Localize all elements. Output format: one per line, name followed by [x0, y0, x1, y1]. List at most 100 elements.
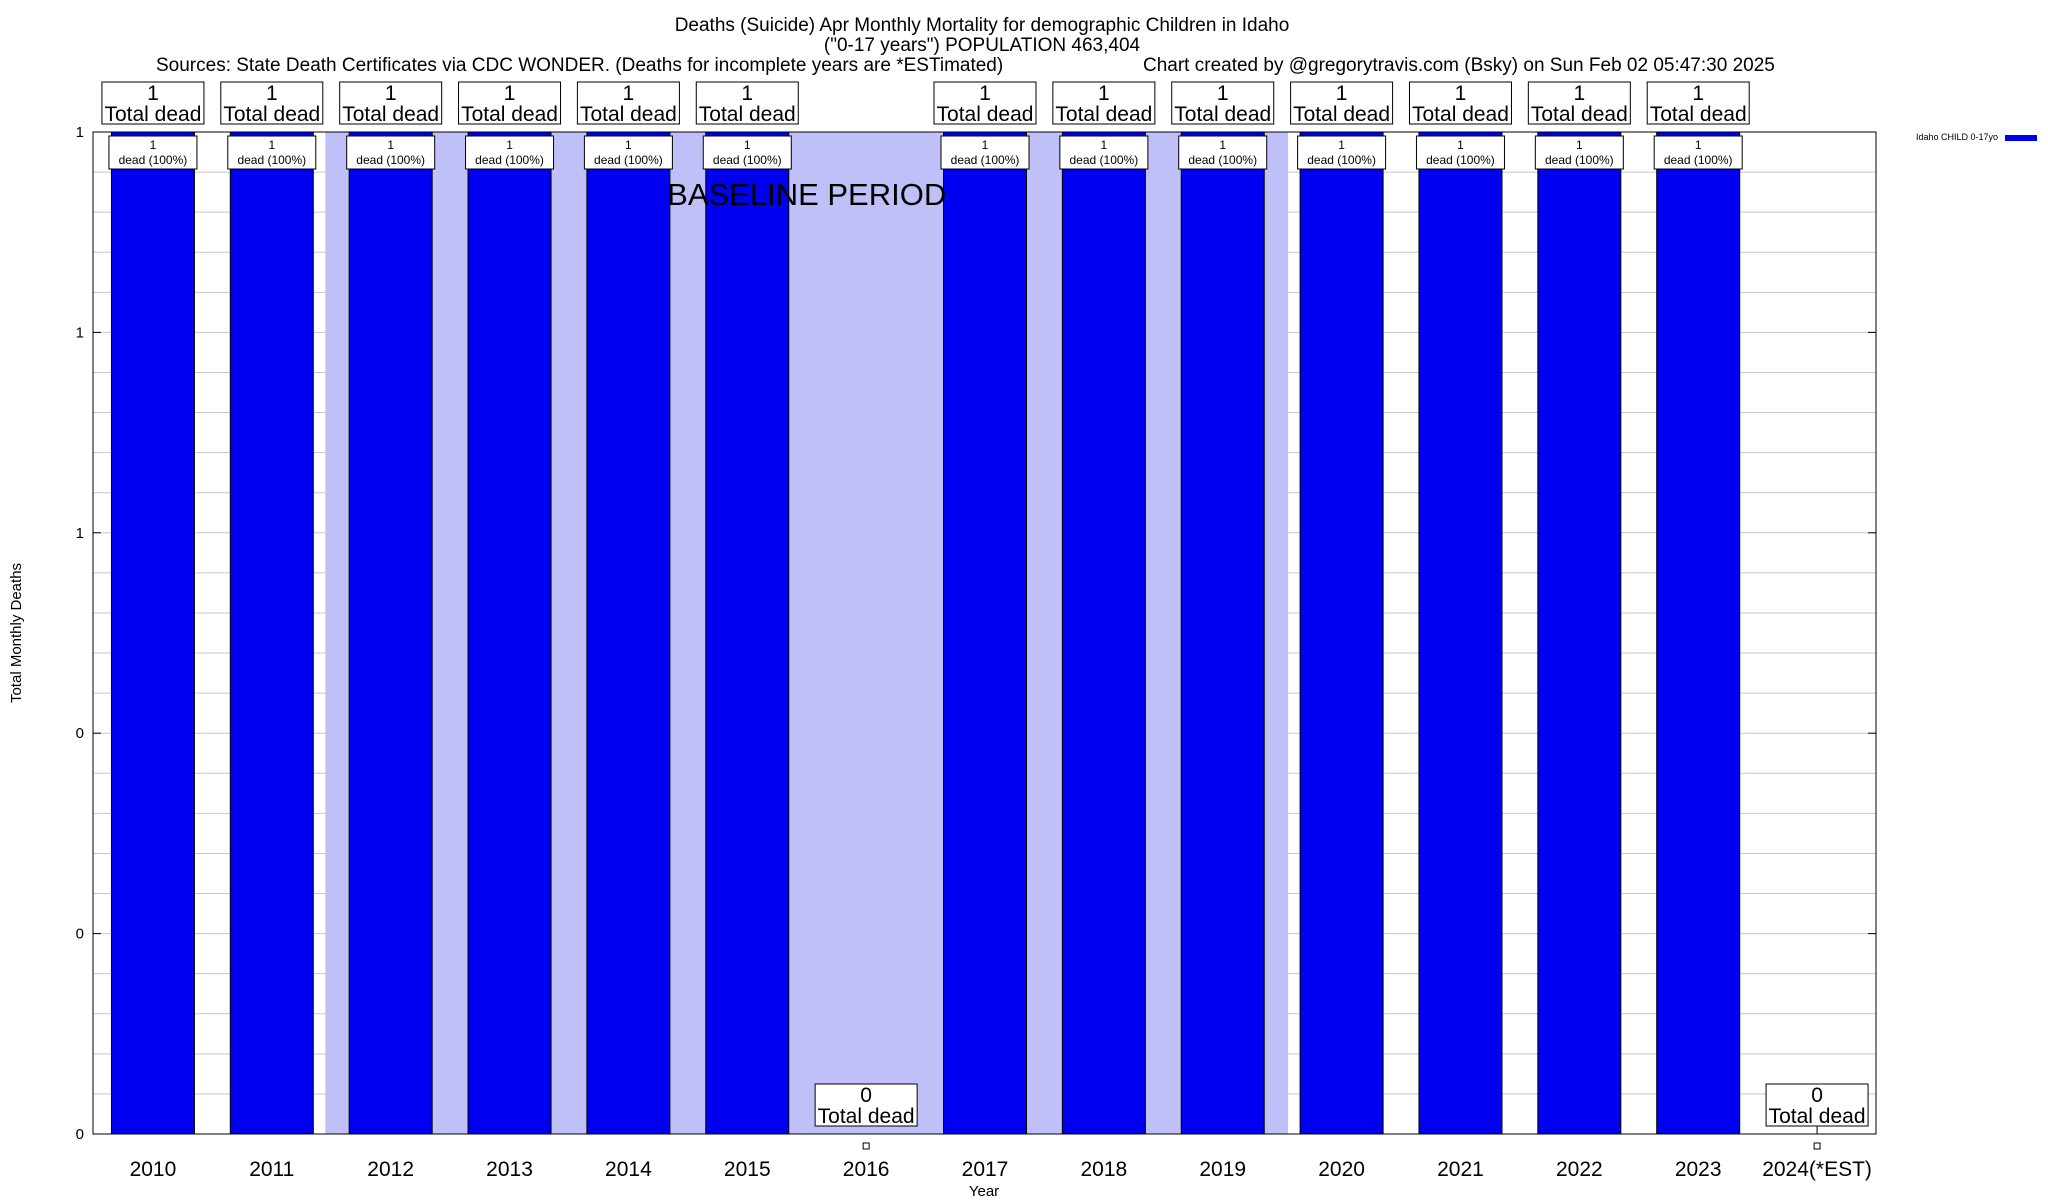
total-dead-value: 1	[1098, 82, 1110, 105]
bar-label-box	[1534, 135, 1624, 170]
bar-label-percent: dead (100%)	[1664, 153, 1733, 167]
y-tick-label: 0	[76, 725, 84, 742]
bar-label-box	[346, 135, 436, 170]
total-dead-box	[1765, 1083, 1869, 1127]
total-dead-text: Total dead	[1531, 103, 1628, 126]
x-tick-label: 2022	[1556, 1158, 1603, 1181]
total-dead-value: 1	[979, 82, 991, 105]
total-dead-text: Total dead	[104, 103, 201, 126]
bar-label-percent: dead (100%)	[237, 153, 306, 167]
total-dead-box	[576, 81, 680, 125]
bar-label-value: 1	[268, 138, 275, 152]
total-dead-text: Total dead	[1650, 103, 1747, 126]
bar-label-value: 1	[387, 138, 394, 152]
total-dead-value: 0	[860, 1084, 872, 1107]
total-dead-text: Total dead	[1769, 1105, 1866, 1128]
y-tick-label: 1	[76, 525, 84, 542]
total-dead-text: Total dead	[1293, 103, 1390, 126]
x-tick-label: 2021	[1437, 1158, 1484, 1181]
total-dead-text: Total dead	[1412, 103, 1509, 126]
bar	[586, 131, 671, 1135]
chart-sources: Sources: State Death Certificates via CD…	[156, 55, 1003, 76]
bar-label-percent: dead (100%)	[1426, 153, 1495, 167]
total-dead-box	[220, 81, 324, 125]
total-dead-text: Total dead	[580, 103, 677, 126]
bars	[110, 131, 1741, 1135]
bar-label-box	[702, 135, 792, 170]
y-axis-label: Total Monthly Deaths	[8, 563, 25, 703]
total-dead-text: Total dead	[1174, 103, 1271, 126]
chart-credit: Chart created by @gregorytravis.com (Bsk…	[1143, 55, 1775, 76]
total-dead-value: 1	[1692, 82, 1704, 105]
bar-label-value: 1	[1576, 138, 1583, 152]
total-dead-box	[695, 81, 799, 125]
x-tick-label: 2013	[486, 1158, 533, 1181]
zero-point-marker	[862, 1142, 870, 1150]
legend-label: Idaho CHILD 0-17yo	[1916, 132, 1998, 142]
bar-label-value: 1	[1457, 138, 1464, 152]
x-tick-label: 2011	[249, 1158, 294, 1181]
total-dead-box	[1646, 81, 1750, 125]
bar	[467, 131, 552, 1135]
x-tick-label: 2015	[724, 1158, 771, 1181]
total-dead-value: 1	[1573, 82, 1585, 105]
bar-label-value: 1	[1338, 138, 1345, 152]
x-tick-label: 2017	[962, 1158, 1009, 1181]
bar-label-box	[465, 135, 555, 170]
total-dead-value: 1	[741, 82, 753, 105]
total-dead-text: Total dead	[818, 1105, 915, 1128]
total-dead-box	[458, 81, 562, 125]
zero-point-marker	[1813, 1142, 1821, 1150]
bar-label-box	[1059, 135, 1149, 170]
legend: Idaho CHILD 0-17yo	[1916, 132, 2037, 142]
x-tick-label: 2014	[605, 1158, 652, 1181]
bar-label-percent: dead (100%)	[1070, 153, 1139, 167]
baseline-period-label: BASELINE PERIOD	[667, 177, 946, 212]
total-dead-value: 1	[266, 82, 278, 105]
bar-label-box	[940, 135, 1030, 170]
bar	[1418, 131, 1503, 1135]
total-dead-value: 1	[623, 82, 635, 105]
total-dead-text: Total dead	[342, 103, 439, 126]
bar-label-percent: dead (100%)	[713, 153, 782, 167]
y-tick-label: 0	[76, 1126, 84, 1143]
bar-label-percent: dead (100%)	[1545, 153, 1614, 167]
bar-label-value: 1	[506, 138, 513, 152]
bar-label-percent: dead (100%)	[1307, 153, 1376, 167]
total-dead-box	[814, 1083, 918, 1127]
bar-label-box	[1297, 135, 1387, 170]
total-dead-text: Total dead	[699, 103, 796, 126]
x-tick-label: 2019	[1199, 1158, 1246, 1181]
total-dead-box	[933, 81, 1037, 125]
bar-label-percent: dead (100%)	[1188, 153, 1257, 167]
bar-label-percent: dead (100%)	[119, 153, 188, 167]
y-tick-label: 0	[76, 926, 84, 943]
bar-label-box	[108, 135, 198, 170]
bar	[1299, 131, 1384, 1135]
x-tick-label: 2018	[1081, 1158, 1128, 1181]
total-dead-value: 1	[1336, 82, 1348, 105]
bar-label-value: 1	[1101, 138, 1108, 152]
total-dead-value: 1	[147, 82, 159, 105]
x-tick-label: 2016	[843, 1158, 890, 1181]
total-dead-value: 1	[504, 82, 516, 105]
total-dead-text: Total dead	[461, 103, 558, 126]
total-dead-box	[1052, 81, 1156, 125]
bar-label-percent: dead (100%)	[356, 153, 425, 167]
total-dead-box	[339, 81, 443, 125]
bar-label-box	[227, 135, 317, 170]
bar	[1537, 131, 1622, 1135]
bar-label-box	[583, 135, 673, 170]
bar-label-value: 1	[744, 138, 751, 152]
bar-label-percent: dead (100%)	[951, 153, 1020, 167]
x-axis-label: Year	[969, 1183, 999, 1200]
y-tick-label: 1	[76, 324, 84, 341]
total-dead-text: Total dead	[1055, 103, 1152, 126]
bar-label-value: 1	[1219, 138, 1226, 152]
total-dead-box	[1290, 81, 1394, 125]
bar-label-box	[1653, 135, 1743, 170]
bar	[348, 131, 433, 1135]
total-dead-value: 0	[1811, 1084, 1823, 1107]
total-dead-box	[101, 81, 205, 125]
bar	[705, 131, 790, 1135]
